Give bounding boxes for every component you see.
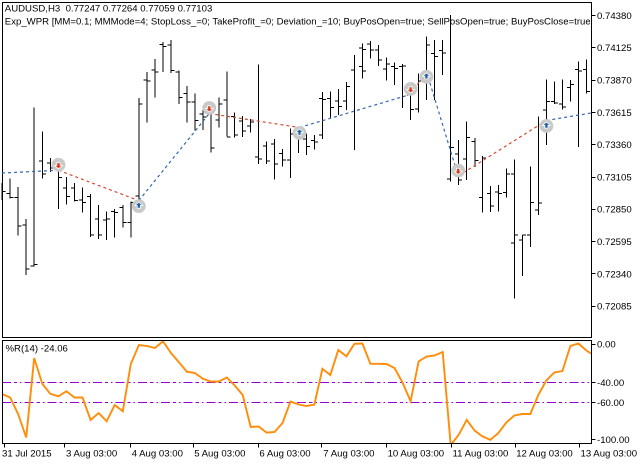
svg-text:12 Aug 03:00: 12 Aug 03:00 [516,449,573,460]
svg-text:0.72595: 0.72595 [597,237,632,248]
svg-text:0.72850: 0.72850 [597,205,632,216]
svg-text:0.73870: 0.73870 [597,76,632,87]
svg-text:7 Aug 03:00: 7 Aug 03:00 [323,449,374,460]
svg-text:11 Aug 03:00: 11 Aug 03:00 [453,449,509,460]
svg-text:5 Aug 03:00: 5 Aug 03:00 [194,449,245,460]
svg-text:%R(14) -24.06: %R(14) -24.06 [6,344,68,355]
svg-text:0.72340: 0.72340 [597,269,632,280]
svg-text:31 Jul 2015: 31 Jul 2015 [2,449,52,460]
svg-text:Exp_WPR [MM=0.1; MMMode=4; Sto: Exp_WPR [MM=0.1; MMMode=4; StopLoss_=0; … [5,17,643,28]
svg-text:0.73105: 0.73105 [597,172,632,183]
svg-text:0.73360: 0.73360 [597,140,632,151]
svg-text:4 Aug 03:00: 4 Aug 03:00 [132,449,183,460]
svg-text:-60.00: -60.00 [597,398,624,409]
svg-text:0.74380: 0.74380 [597,11,632,22]
svg-text:0.00: 0.00 [597,339,616,350]
svg-text:10 Aug 03:00: 10 Aug 03:00 [388,449,445,460]
svg-text:0.73615: 0.73615 [597,108,632,119]
svg-text:3 Aug 03:00: 3 Aug 03:00 [66,449,117,460]
svg-text:13 Aug 03:00: 13 Aug 03:00 [581,449,638,460]
svg-text:AUDUSD,H3 0.77247 0.77264 0.7: AUDUSD,H3 0.77247 0.77264 0.77059 0.7710… [5,4,212,15]
svg-text:6 Aug 03:00: 6 Aug 03:00 [259,449,310,460]
svg-text:0.72085: 0.72085 [597,302,632,313]
svg-text:-100.00: -100.00 [597,435,630,446]
svg-text:0.74125: 0.74125 [597,43,632,54]
svg-text:-40.00: -40.00 [597,378,624,389]
